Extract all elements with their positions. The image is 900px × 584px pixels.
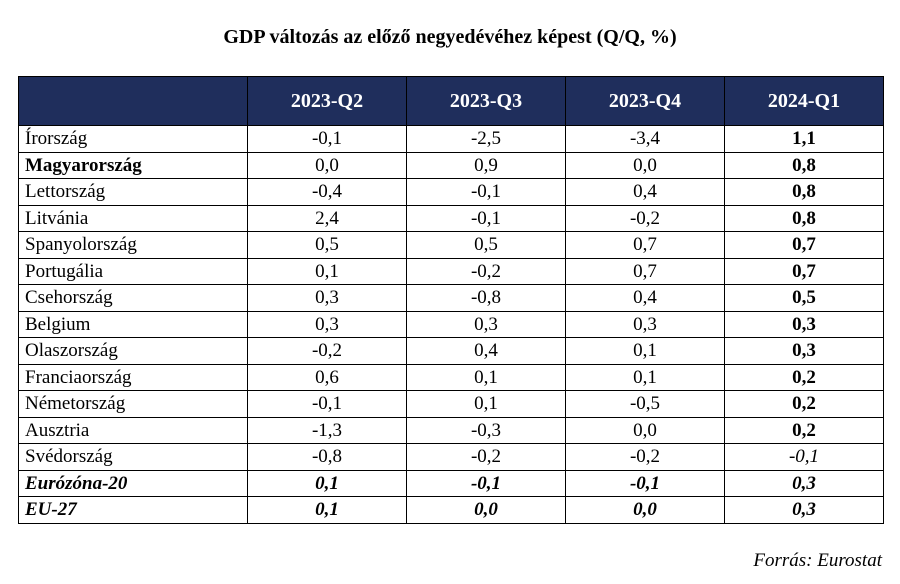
value-cell: 0,7 bbox=[565, 231, 725, 259]
country-cell: Franciaország bbox=[18, 363, 248, 391]
country-cell: Litvánia bbox=[18, 204, 248, 232]
country-cell: EU-27 bbox=[18, 496, 248, 524]
value-cell: -0,1 bbox=[724, 443, 884, 471]
country-cell: Spanyolország bbox=[18, 231, 248, 259]
table-row: Belgium 0,3 0,3 0,3 0,3 bbox=[18, 310, 884, 338]
country-cell: Írország bbox=[18, 125, 248, 153]
table-row: Németország -0,1 0,1 -0,5 0,2 bbox=[18, 390, 884, 418]
value-cell: -0,8 bbox=[406, 284, 566, 312]
value-cell: 0,4 bbox=[565, 178, 725, 206]
value-cell: -0,2 bbox=[247, 337, 407, 365]
value-cell: 0,4 bbox=[406, 337, 566, 365]
table-row: Ausztria -1,3 -0,3 0,0 0,2 bbox=[18, 416, 884, 444]
country-cell: Olaszország bbox=[18, 337, 248, 365]
value-cell: 0,5 bbox=[247, 231, 407, 259]
country-cell: Németország bbox=[18, 390, 248, 418]
header-row: 2023-Q2 2023-Q3 2023-Q4 2024-Q1 bbox=[18, 76, 884, 126]
table-row: Csehország 0,3 -0,8 0,4 0,5 bbox=[18, 284, 884, 312]
value-cell: 0,1 bbox=[406, 363, 566, 391]
value-cell: -0,2 bbox=[565, 443, 725, 471]
header-cell-2023-q2: 2023-Q2 bbox=[247, 76, 407, 126]
value-cell: -3,4 bbox=[565, 125, 725, 153]
value-cell: -0,1 bbox=[406, 204, 566, 232]
source-note: Forrás: Eurostat bbox=[753, 550, 882, 571]
value-cell: 0,0 bbox=[406, 496, 566, 524]
value-cell: -0,2 bbox=[406, 257, 566, 285]
value-cell: -0,4 bbox=[247, 178, 407, 206]
value-cell: -0,5 bbox=[565, 390, 725, 418]
value-cell: 0,1 bbox=[565, 363, 725, 391]
value-cell: 0,0 bbox=[565, 416, 725, 444]
country-cell: Belgium bbox=[18, 310, 248, 338]
table-row: Magyarország 0,0 0,9 0,0 0,8 bbox=[18, 151, 884, 179]
country-cell: Portugália bbox=[18, 257, 248, 285]
value-cell: 0,7 bbox=[724, 231, 884, 259]
value-cell: 0,8 bbox=[724, 151, 884, 179]
value-cell: 0,3 bbox=[724, 469, 884, 497]
value-cell: -0,1 bbox=[565, 469, 725, 497]
value-cell: 0,3 bbox=[406, 310, 566, 338]
value-cell: 0,7 bbox=[724, 257, 884, 285]
value-cell: 0,3 bbox=[724, 337, 884, 365]
country-cell: Csehország bbox=[18, 284, 248, 312]
header-cell-country bbox=[18, 76, 248, 126]
value-cell: -0,1 bbox=[406, 178, 566, 206]
table-row: Svédország -0,8 -0,2 -0,2 -0,1 bbox=[18, 443, 884, 471]
value-cell: -0,8 bbox=[247, 443, 407, 471]
value-cell: -0,1 bbox=[247, 125, 407, 153]
country-cell: Magyarország bbox=[18, 151, 248, 179]
gdp-table: 2023-Q2 2023-Q3 2023-Q4 2024-Q1 Írország… bbox=[18, 76, 884, 524]
value-cell: -0,2 bbox=[406, 443, 566, 471]
value-cell: 0,1 bbox=[406, 390, 566, 418]
value-cell: 0,8 bbox=[724, 178, 884, 206]
country-cell: Lettország bbox=[18, 178, 248, 206]
table-row: Litvánia 2,4 -0,1 -0,2 0,8 bbox=[18, 204, 884, 232]
header-cell-2024-q1: 2024-Q1 bbox=[724, 76, 884, 126]
value-cell: 0,0 bbox=[565, 151, 725, 179]
value-cell: 1,1 bbox=[724, 125, 884, 153]
value-cell: 0,2 bbox=[724, 363, 884, 391]
value-cell: 0,9 bbox=[406, 151, 566, 179]
value-cell: 0,0 bbox=[565, 496, 725, 524]
value-cell: -0,1 bbox=[247, 390, 407, 418]
header-cell-2023-q4: 2023-Q4 bbox=[565, 76, 725, 126]
value-cell: -1,3 bbox=[247, 416, 407, 444]
value-cell: 0,4 bbox=[565, 284, 725, 312]
value-cell: 0,8 bbox=[724, 204, 884, 232]
value-cell: 0,7 bbox=[565, 257, 725, 285]
country-cell: Ausztria bbox=[18, 416, 248, 444]
value-cell: -0,2 bbox=[565, 204, 725, 232]
header-cell-2023-q3: 2023-Q3 bbox=[406, 76, 566, 126]
table-row: Olaszország -0,2 0,4 0,1 0,3 bbox=[18, 337, 884, 365]
value-cell: 2,4 bbox=[247, 204, 407, 232]
country-cell: Svédország bbox=[18, 443, 248, 471]
table-row: Franciaország 0,6 0,1 0,1 0,2 bbox=[18, 363, 884, 391]
table-row: Eurózóna-20 0,1 -0,1 -0,1 0,3 bbox=[18, 469, 884, 497]
value-cell: 0,6 bbox=[247, 363, 407, 391]
value-cell: 0,2 bbox=[724, 390, 884, 418]
value-cell: 0,3 bbox=[247, 284, 407, 312]
value-cell: 0,3 bbox=[724, 310, 884, 338]
table-row: Spanyolország 0,5 0,5 0,7 0,7 bbox=[18, 231, 884, 259]
table-row: Lettország -0,4 -0,1 0,4 0,8 bbox=[18, 178, 884, 206]
value-cell: 0,5 bbox=[724, 284, 884, 312]
table-row: Írország -0,1 -2,5 -3,4 1,1 bbox=[18, 125, 884, 153]
value-cell: 0,2 bbox=[724, 416, 884, 444]
value-cell: -0,3 bbox=[406, 416, 566, 444]
value-cell: 0,1 bbox=[565, 337, 725, 365]
value-cell: 0,3 bbox=[565, 310, 725, 338]
value-cell: 0,1 bbox=[247, 257, 407, 285]
value-cell: 0,3 bbox=[724, 496, 884, 524]
value-cell: -0,1 bbox=[406, 469, 566, 497]
table-title: GDP változás az előző negyedévéhez képes… bbox=[223, 26, 677, 48]
value-cell: -2,5 bbox=[406, 125, 566, 153]
country-cell: Eurózóna-20 bbox=[18, 469, 248, 497]
table-row: Portugália 0,1 -0,2 0,7 0,7 bbox=[18, 257, 884, 285]
value-cell: 0,0 bbox=[247, 151, 407, 179]
table-row: EU-27 0,1 0,0 0,0 0,3 bbox=[18, 496, 884, 524]
value-cell: 0,1 bbox=[247, 496, 407, 524]
value-cell: 0,3 bbox=[247, 310, 407, 338]
value-cell: 0,1 bbox=[247, 469, 407, 497]
value-cell: 0,5 bbox=[406, 231, 566, 259]
